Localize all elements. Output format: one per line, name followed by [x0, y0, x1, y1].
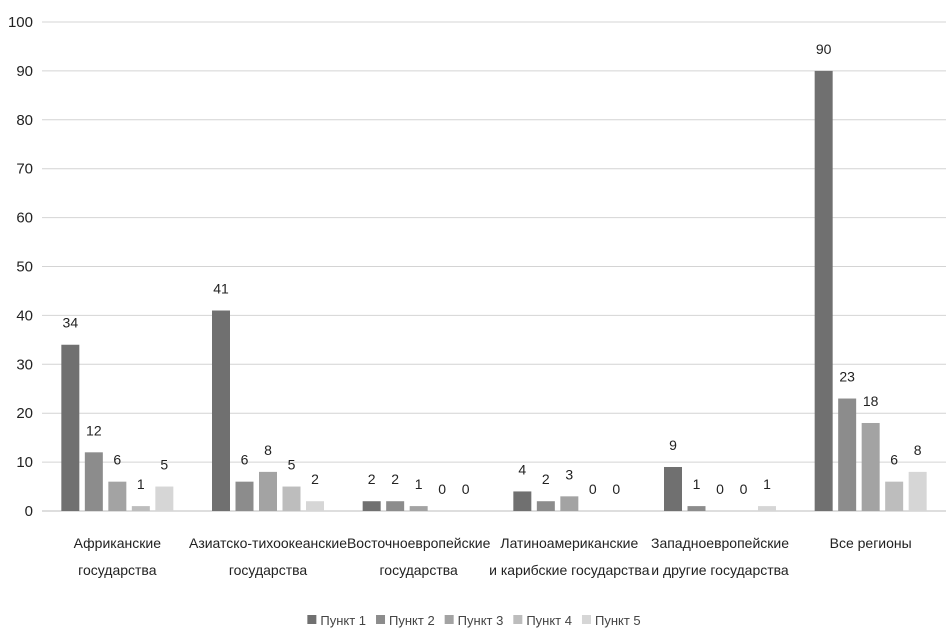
category-label: государства	[379, 562, 458, 578]
data-label: 8	[914, 442, 922, 458]
legend-swatch	[581, 615, 591, 624]
bar	[84, 452, 103, 511]
data-label: 0	[716, 481, 724, 497]
y-tick-label: 60	[16, 210, 33, 227]
bar	[259, 471, 277, 511]
bar	[282, 486, 301, 511]
bar	[687, 506, 706, 511]
gridlines	[42, 21, 946, 512]
bar	[306, 501, 324, 511]
category-label: Западноевропейские	[651, 535, 789, 551]
y-tick-label: 30	[16, 356, 33, 373]
data-label: 18	[863, 393, 879, 409]
bar	[513, 491, 532, 511]
data-label: 6	[890, 452, 898, 468]
y-tick-label: 50	[16, 259, 33, 276]
bars	[61, 70, 927, 512]
bar	[560, 496, 579, 511]
data-label: 2	[368, 471, 376, 487]
data-label: 0	[740, 481, 748, 497]
y-tick-label: 10	[16, 454, 33, 471]
legend-swatch	[376, 615, 386, 624]
data-label: 2	[311, 471, 319, 487]
category-label: и карибские государства	[489, 562, 650, 578]
bar	[386, 501, 405, 511]
bar	[838, 398, 857, 511]
y-tick-label: 80	[16, 112, 33, 129]
data-label: 5	[160, 457, 168, 473]
data-label: 90	[816, 41, 832, 57]
data-label: 1	[415, 476, 423, 492]
legend-label: Пункт 4	[526, 613, 572, 628]
category-label: государства	[78, 562, 157, 578]
bar	[362, 501, 381, 511]
legend: Пункт 1 Пункт 2 Пункт 3 Пункт 4 Пункт 5	[307, 613, 641, 628]
bar	[908, 471, 927, 511]
legend-label: Пункт 3	[458, 613, 504, 628]
legend-swatch	[307, 615, 317, 624]
data-label: 1	[137, 476, 145, 492]
data-label: 6	[113, 452, 121, 468]
bar	[212, 310, 230, 511]
category-label: Азиатско-тихоокеанские	[189, 535, 347, 551]
bar	[409, 506, 428, 511]
bar	[235, 481, 254, 511]
category-label: Африканские	[74, 535, 162, 551]
bar	[131, 506, 150, 511]
data-label: 0	[612, 481, 620, 497]
legend-label: Пункт 1	[320, 613, 366, 628]
data-label: 0	[462, 481, 470, 497]
bar	[814, 70, 833, 512]
data-label: 2	[391, 471, 399, 487]
bar	[664, 466, 682, 511]
y-tick-label: 0	[25, 503, 33, 520]
bar	[758, 506, 776, 511]
category-label: и другие государства	[651, 562, 789, 578]
data-label: 41	[213, 281, 229, 297]
x-axis-category-labels: Африканские государства Азиатско-тихоокеан…	[74, 535, 912, 578]
y-tick-label: 40	[16, 307, 33, 324]
y-tick-label: 90	[16, 63, 33, 80]
bar	[108, 481, 127, 511]
category-label: Латиноамериканские	[500, 535, 638, 551]
data-label: 8	[264, 442, 272, 458]
y-axis-tick-labels: 0 10 20 30 40 50 60 70 80 90 100	[8, 14, 33, 520]
y-tick-label: 70	[16, 161, 33, 178]
category-label: Все регионы	[830, 535, 912, 551]
data-label: 1	[693, 476, 701, 492]
legend-swatch	[513, 615, 523, 624]
data-label: 34	[63, 315, 79, 331]
legend-swatch	[444, 615, 454, 624]
data-label: 23	[839, 369, 855, 385]
category-label: государства	[229, 562, 308, 578]
legend-label: Пункт 2	[389, 613, 435, 628]
data-label: 5	[288, 457, 296, 473]
data-label: 9	[669, 437, 677, 453]
data-label: 0	[438, 481, 446, 497]
data-label: 0	[589, 481, 597, 497]
data-label: 2	[542, 471, 550, 487]
bar	[885, 481, 904, 511]
category-label: Восточноевропейские	[347, 535, 491, 551]
bar	[61, 344, 80, 511]
bar	[861, 422, 880, 511]
data-label: 4	[518, 461, 526, 477]
bar	[155, 486, 174, 511]
data-label: 3	[565, 466, 573, 482]
y-tick-label: 100	[8, 14, 33, 31]
bar	[536, 501, 555, 511]
legend-label: Пункт 5	[595, 613, 641, 628]
y-tick-label: 20	[16, 405, 33, 422]
data-label: 6	[241, 452, 249, 468]
data-label: 12	[86, 422, 102, 438]
data-label: 1	[763, 476, 771, 492]
